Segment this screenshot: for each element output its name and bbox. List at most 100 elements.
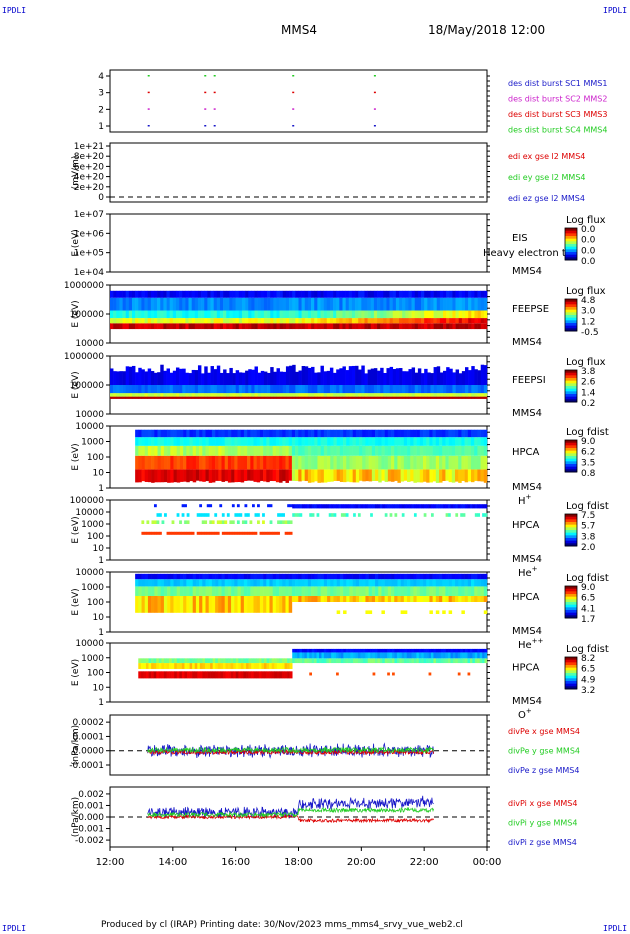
panel-hpca-hepp-colorbar-cell	[565, 610, 577, 614]
panel-feepsi-colorbar-cell	[565, 383, 577, 387]
panel-feepsi-instrument: FEEPSI	[512, 375, 546, 386]
panel-hpca-o-spectrogram	[138, 658, 293, 679]
panel-divpe-ytick-label: -0.0001	[69, 761, 104, 771]
panel-feepse-ytick-label: 1000000	[64, 281, 104, 291]
panel-feepsi-colorbar-cell	[565, 399, 577, 403]
panel-hpca-he-ytick-label: 10	[93, 544, 105, 554]
panel-feepse-colorbar-cell	[565, 309, 577, 313]
panel-hpca-h-colorbar-cell	[565, 450, 577, 454]
panel-divpi-ylabel: (nPa/km)	[71, 797, 81, 837]
panel-divpi-legend-entry: divPi z gse MMS4	[508, 838, 577, 847]
panel-hpca-o-spacecraft: MMS4	[512, 696, 542, 707]
panel-hpca-o-ylabel: E (eV)	[71, 659, 81, 686]
panel-hpca-o-colorbar-cell	[565, 659, 577, 663]
panel-feepsi-colorbar-tick: 2.6	[581, 378, 596, 388]
panel-eis-ytick-label: 1e+06	[74, 229, 105, 239]
panel-divpi-legend-entry: divPi x gse MMS4	[508, 799, 577, 808]
panel-hpca-h-colorbar-cell	[565, 469, 577, 473]
panel-burst-burst-mark	[204, 91, 207, 94]
panel-hpca-o-colorbar-cell	[565, 667, 577, 671]
panel-hpca-h-ytick-label: 1000	[81, 438, 104, 448]
panel-hpca-o-colorbar-frame	[564, 656, 578, 690]
panel-feepse-colorbar-cell	[565, 307, 577, 311]
panel-eis-colorbar-tick: 0.0	[581, 225, 596, 235]
panel-eis-colorbar-cell	[565, 252, 577, 256]
panel-feepse-ylabel: E (eV)	[71, 300, 81, 327]
x-tick-label: 22:00	[410, 857, 439, 868]
panel-hpca-h-spectrogram	[135, 429, 488, 483]
panel-hpca-hepp-ytick-label: 1	[98, 628, 104, 638]
panel-hpca-h-spacecraft: MMS4	[512, 482, 542, 493]
panel-hpca-hepp-colorbar-frame	[564, 585, 578, 619]
panel-hpca-h-instrument: HPCA	[512, 447, 540, 458]
panel-edi-legend-entry: edi ey gse l2 MMS4	[508, 173, 586, 182]
panel-feepsi-colorbar-cell	[565, 375, 577, 379]
panel-hpca-he-colorbar-cell	[565, 522, 577, 526]
panel-feepse-colorbar-cell	[565, 323, 577, 327]
panel-burst-ytick-label: 2	[98, 105, 104, 115]
panel-edi-legend-entry: edi ez gse l2 MMS4	[508, 194, 585, 203]
panel-burst-legend-entry: des dist burst SC2 MMS2	[508, 95, 607, 104]
panel-hpca-hepp-colorbar-cell	[565, 604, 577, 608]
panel-divpi-ytick-label: -0.001	[75, 825, 104, 835]
panel-hpca-he-colorbar-cell	[565, 535, 577, 539]
panel-feepsi-colorbar-cell	[565, 391, 577, 395]
panel-hpca-he-colorbar-cell	[565, 532, 577, 536]
panel-divpi-ytick-label: 0.002	[78, 790, 104, 800]
panel-burst-burst-mark	[213, 108, 216, 110]
panel-eis-ylabel: E (eV)	[71, 229, 81, 256]
panel-hpca-o-colorbar-tick: 8.2	[581, 654, 595, 664]
panel-feepsi-colorbar-title: Log flux	[566, 357, 606, 368]
panel-hpca-h-ytick-label: 10000	[75, 422, 104, 432]
panel-hpca-he-colorbar-title: Log fdist	[566, 501, 609, 512]
panel-hpca-h-colorbar-cell	[565, 445, 577, 449]
panel-feepse-colorbar-tick: 4.8	[581, 296, 596, 306]
panel-feepse-colorbar-cell	[565, 304, 577, 308]
panel-hpca-he-ytick-label: 1	[98, 556, 104, 566]
panel-eis-ytick-label: 1e+07	[74, 210, 104, 220]
panel-hpca-hepp-colorbar-cell	[565, 596, 577, 600]
spacecraft-title: MMS4	[281, 23, 317, 37]
panel-hpca-hepp-colorbar-tick: 9.0	[581, 583, 596, 593]
panel-hpca-hepp-colorbar-tick: 1.7	[581, 615, 595, 625]
panel-hpca-he-colorbar-cell	[565, 524, 577, 528]
panel-feepse-colorbar-cell	[565, 317, 577, 321]
x-tick-label: 18:00	[284, 857, 313, 868]
panel-feepsi-colorbar-tick: 3.8	[581, 367, 596, 377]
panel-hpca-hepp-colorbar-cell	[565, 588, 577, 592]
panel-eis-colorbar-cell	[565, 254, 577, 258]
panel-hpca-he-colorbar-cell	[565, 514, 577, 518]
panel-hpca-h-colorbar-cell	[565, 464, 577, 468]
panel-burst-burst-mark	[292, 125, 295, 127]
panel-eis-spacecraft: MMS4	[512, 266, 542, 277]
panel-feepse-colorbar-cell	[565, 299, 577, 303]
panel-divpe-legend-entry: divPe z gse MMS4	[508, 766, 579, 775]
panel-burst-frame	[109, 69, 488, 133]
panel-burst-legend-entry: des dist burst SC1 MMS1	[508, 79, 607, 88]
panel-hpca-hepp-ytick-label: 1000	[81, 583, 104, 593]
panel-hpca-he-colorbar-cell	[565, 540, 577, 544]
corner-label-top-right: IPDLI	[603, 6, 628, 15]
panel-hpca-h-ylabel: E (eV)	[71, 443, 81, 470]
panel-hpca-h-colorbar-cell	[565, 456, 577, 460]
panel-feepsi-ytick-label: 1000000	[64, 352, 104, 362]
panel-burst-burst-mark	[373, 125, 376, 127]
panel-feepse-colorbar-cell	[565, 325, 577, 329]
panel-eis-instrument: EIS	[512, 233, 528, 244]
panel-hpca-he-ylabel: E (eV)	[71, 516, 81, 543]
panel-feepsi-colorbar-frame	[564, 369, 578, 403]
panel-hpca-hepp-colorbar-cell	[565, 607, 577, 611]
panel-hpca-hepp-species: He++	[518, 637, 544, 651]
panel-feepsi-colorbar-cell	[565, 380, 577, 384]
panel-edi-legend-entry: edi ex gse l2 MMS4	[508, 152, 585, 161]
panel-hpca-h-ytick-label: 1	[98, 484, 104, 494]
panel-eis-colorbar-title: Log flux	[566, 215, 606, 226]
panel-feepse-colorbar-cell	[565, 301, 577, 305]
panel-hpca-h-colorbar-cell	[565, 466, 577, 470]
panel-hpca-h-colorbar-tick: 0.8	[581, 469, 596, 479]
panel-burst-burst-mark	[204, 125, 207, 127]
panel-eis-ytick-label: 1e+04	[74, 268, 105, 278]
panel-hpca-h-ytick-label: 10	[93, 469, 105, 479]
x-tick-label: 00:00	[473, 857, 502, 868]
panel-feepse-spacecraft: MMS4	[512, 337, 542, 348]
